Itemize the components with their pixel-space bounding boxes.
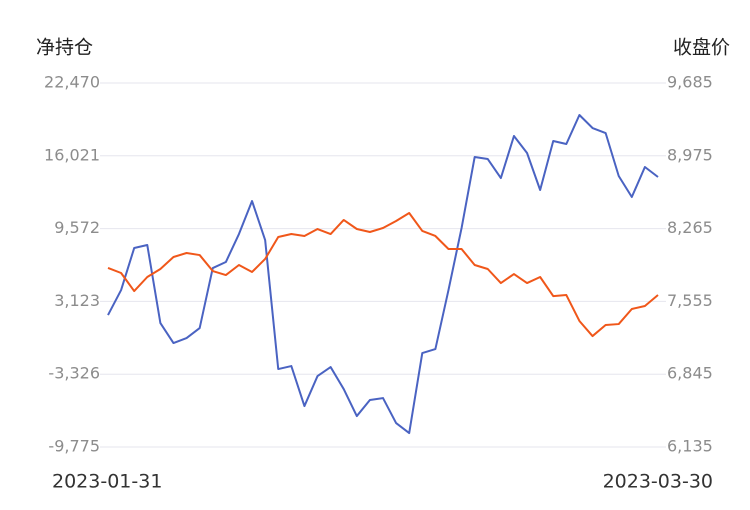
x-tick-label: 2023-03-30 [603, 471, 713, 493]
y2-tick-label: 6,135 [667, 437, 713, 456]
y2-tick-label: 6,845 [667, 364, 713, 383]
y-tick-label: 3,123 [54, 291, 100, 310]
y2-axis-title: 收盘价 [673, 37, 730, 59]
y2-tick-label: 7,555 [667, 291, 713, 310]
x-tick-label: 2023-01-31 [52, 471, 162, 493]
series-line [107, 114, 659, 435]
y-tick-label: -3,326 [48, 364, 100, 383]
y2-tick-label: 8,975 [667, 145, 713, 164]
y-tick-label: 22,470 [44, 73, 100, 92]
series-line [107, 212, 659, 338]
y2-tick-label: 9,685 [667, 73, 713, 92]
y-tick-label: 16,021 [44, 145, 100, 164]
y-tick-label: 9,572 [54, 218, 100, 237]
y-tick-label: -9,775 [48, 437, 100, 456]
y2-tick-label: 8,265 [667, 218, 713, 237]
y-axis-title: 净持仓 [36, 37, 93, 59]
